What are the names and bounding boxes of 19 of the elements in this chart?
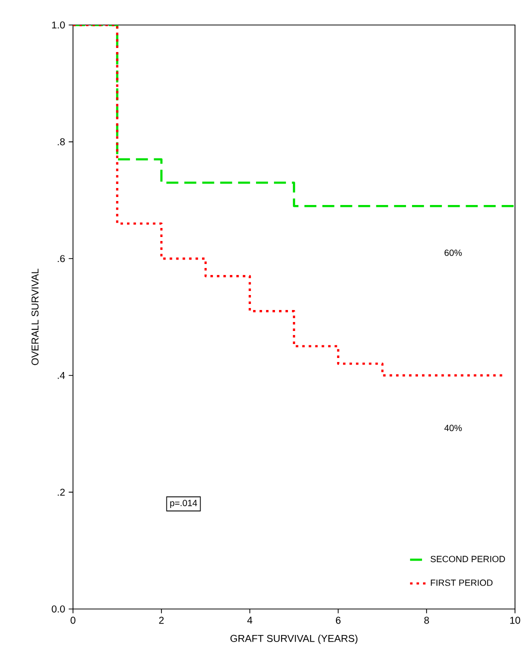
annotation: 40% [444,424,462,432]
legend-label: FIRST PERIOD [430,580,493,586]
annotation: p=.014 [170,500,198,508]
y-tick-label: .6 [58,255,65,262]
x-tick-label: 6 [336,616,341,624]
x-axis-title: GRAFT SURVIVAL (YEARS) [230,634,358,644]
legend-label: SECOND PERIOD [430,556,505,562]
y-tick-label: .2 [58,488,65,496]
x-tick-label: 10 [510,616,520,624]
y-tick-label: 1.0 [52,21,65,29]
y-tick-label: .4 [58,372,65,379]
y-axis-title: OVERALL SURVIVAL [32,268,39,366]
x-tick-label: 8 [424,616,429,624]
x-tick-label: 4 [247,616,252,624]
annotation: 60% [444,250,462,256]
x-tick-label: 2 [159,616,164,624]
y-tick-label: .8 [58,138,65,146]
y-tick-label: 0.0 [52,605,65,613]
x-tick-label: 0 [70,616,76,624]
